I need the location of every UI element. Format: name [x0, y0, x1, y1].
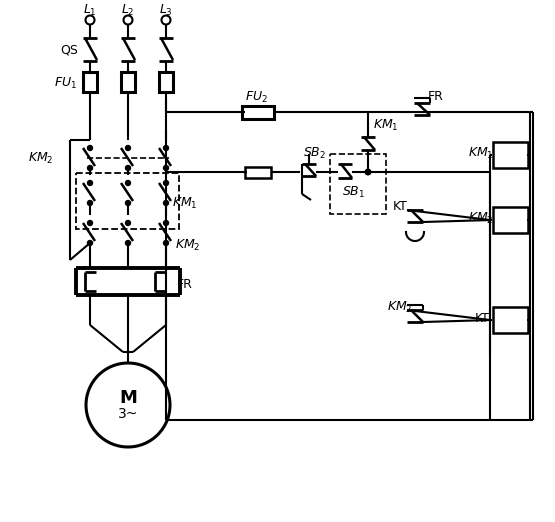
- Circle shape: [125, 200, 130, 206]
- Bar: [159, 72, 173, 92]
- Text: $KM_1$: $KM_1$: [468, 146, 494, 161]
- Circle shape: [88, 200, 93, 206]
- Text: $KM_1$: $KM_1$: [373, 117, 398, 133]
- Text: $KM_2$: $KM_2$: [28, 150, 54, 165]
- Text: KT: KT: [393, 200, 408, 213]
- Text: $SB_2$: $SB_2$: [303, 146, 326, 161]
- Bar: [83, 72, 97, 92]
- Circle shape: [124, 16, 133, 25]
- Bar: [330, 154, 386, 214]
- Bar: [121, 72, 135, 92]
- Text: FR: FR: [177, 279, 193, 291]
- Bar: [76, 173, 179, 229]
- Circle shape: [164, 181, 169, 185]
- Text: 3~: 3~: [118, 407, 138, 421]
- Text: FR: FR: [428, 89, 444, 102]
- Bar: [242, 105, 274, 118]
- Circle shape: [164, 200, 169, 206]
- Circle shape: [88, 220, 93, 226]
- Circle shape: [365, 169, 371, 175]
- Text: $L_2$: $L_2$: [121, 3, 135, 18]
- Circle shape: [85, 16, 94, 25]
- Bar: [492, 207, 527, 233]
- Circle shape: [125, 241, 130, 245]
- Text: $KM_2$: $KM_2$: [468, 210, 493, 226]
- Circle shape: [125, 146, 130, 150]
- Circle shape: [164, 220, 169, 226]
- Circle shape: [88, 181, 93, 185]
- Text: $KM_1$: $KM_1$: [172, 195, 198, 210]
- Circle shape: [125, 220, 130, 226]
- Bar: [492, 142, 527, 168]
- Text: QS: QS: [60, 43, 78, 56]
- Circle shape: [125, 181, 130, 185]
- Circle shape: [164, 241, 169, 245]
- Circle shape: [86, 363, 170, 447]
- Bar: [492, 307, 527, 333]
- Circle shape: [88, 165, 93, 171]
- Circle shape: [88, 241, 93, 245]
- Text: $FU_2$: $FU_2$: [245, 89, 268, 104]
- Circle shape: [162, 16, 170, 25]
- Circle shape: [164, 165, 169, 171]
- Text: $KM_2$: $KM_2$: [387, 300, 412, 315]
- Circle shape: [164, 146, 169, 150]
- Text: KT: KT: [475, 312, 490, 325]
- Circle shape: [125, 165, 130, 171]
- Text: $SB_1$: $SB_1$: [342, 184, 365, 199]
- Text: $KM_2$: $KM_2$: [175, 238, 200, 253]
- Text: $L_3$: $L_3$: [159, 3, 173, 18]
- Circle shape: [88, 146, 93, 150]
- Text: $L_1$: $L_1$: [83, 3, 97, 18]
- Bar: [245, 167, 271, 177]
- Text: $FU_1$: $FU_1$: [54, 76, 77, 90]
- Text: M: M: [119, 389, 137, 407]
